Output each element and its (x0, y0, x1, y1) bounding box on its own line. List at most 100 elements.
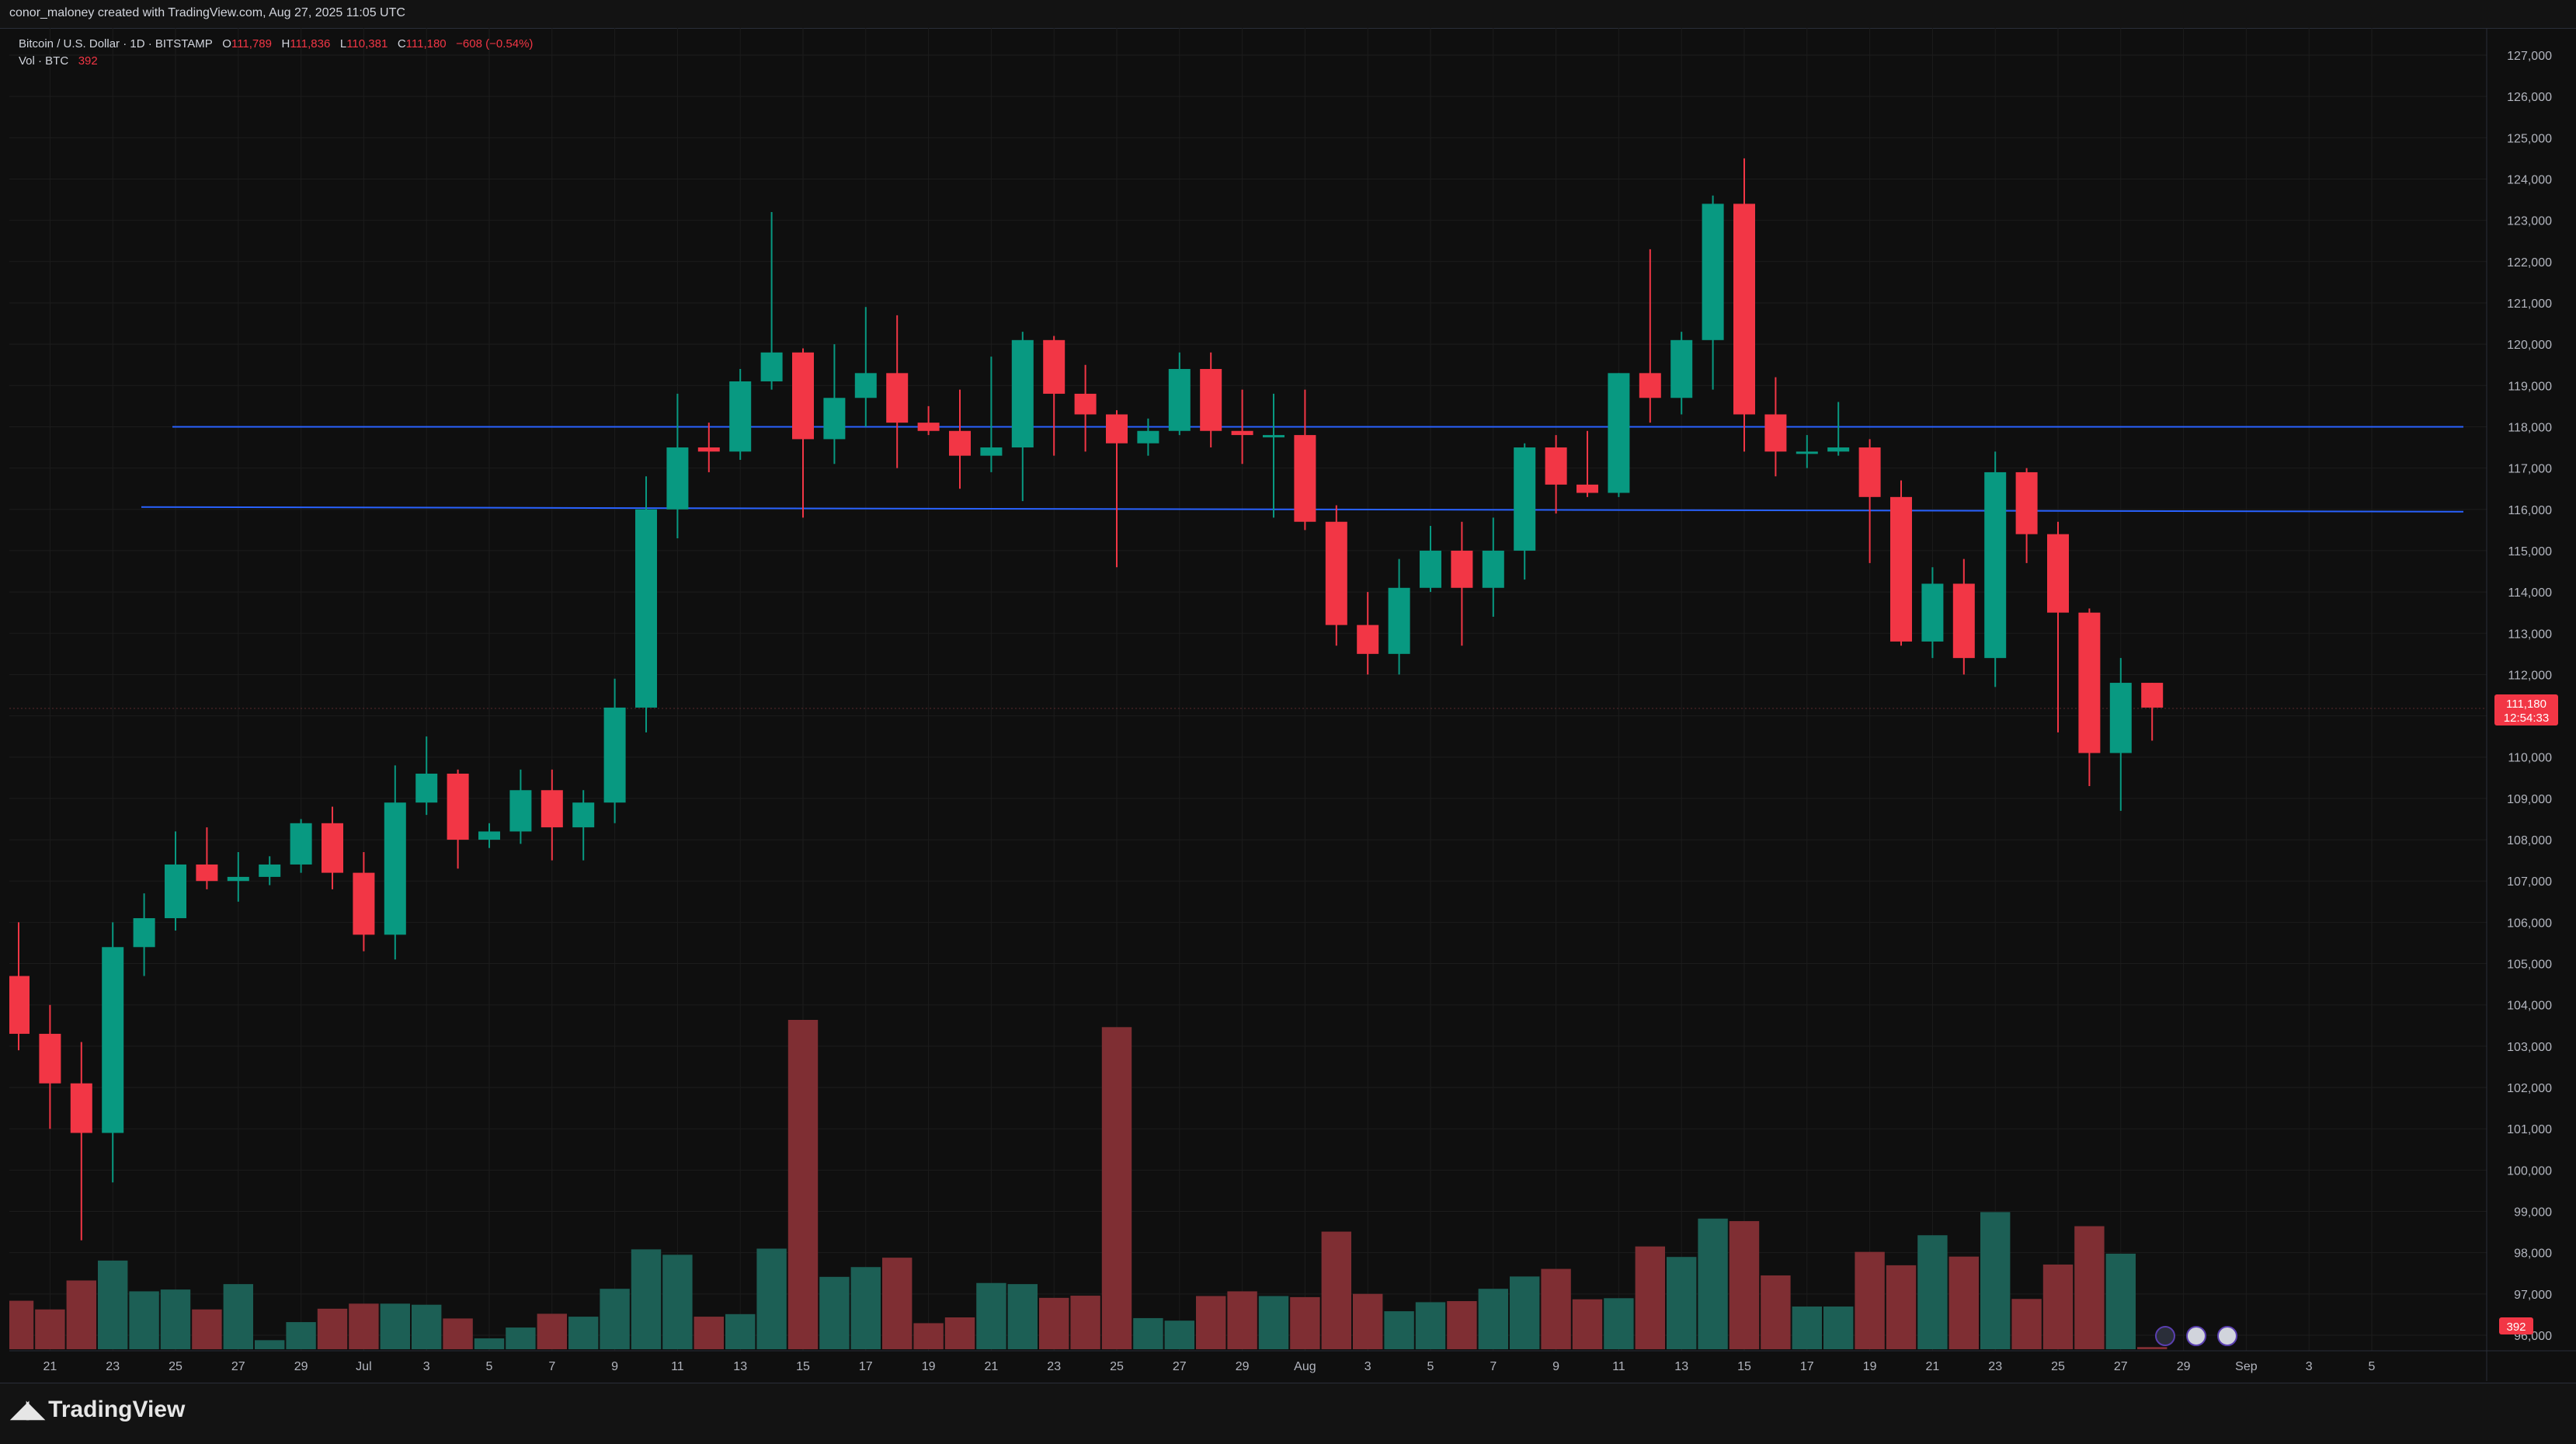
time-tick-label: 3 (423, 1360, 430, 1373)
price-tick-label: 97,000 (2514, 1289, 2552, 1302)
legend-volume-value: 392 (78, 54, 98, 68)
time-tick-label: 7 (548, 1360, 555, 1373)
candle (415, 736, 438, 816)
candle (854, 307, 877, 427)
volume-bar (1761, 1275, 1791, 1349)
time-tick-label: 11 (671, 1360, 684, 1373)
last-volume-label: 392 (2506, 1320, 2526, 1334)
candle (1545, 435, 1567, 514)
candle-body (1168, 369, 1191, 431)
candlestick-chart[interactable]: 127,000 126,000 125,000 124,000 123,000 122,0… (9, 28, 2576, 1381)
candle-body (603, 707, 626, 803)
candle-body (541, 790, 563, 828)
candle-body (1764, 414, 1787, 452)
volume-bar (98, 1260, 128, 1349)
candle-body (447, 774, 469, 840)
candle (1263, 393, 1285, 518)
price-tick-label: 122,000 (2507, 256, 2552, 270)
volume-bar (850, 1267, 881, 1349)
time-axis: 21 23 25 27 29 Jul 3 5 7 9 11 13 15 17 19 21 23 25 27 29 Aug… (43, 1360, 2376, 1373)
legend-volume-label: Vol · BTC (19, 54, 69, 68)
volume-bar (1667, 1257, 1697, 1349)
legend-high-value: 111,836 (290, 37, 331, 50)
legend-open-label: O (222, 37, 231, 50)
time-tick-label: 11 (1612, 1360, 1625, 1373)
legend-low-value: 110,381 (346, 37, 388, 50)
candle (70, 1042, 92, 1240)
volume-bar (1729, 1221, 1760, 1349)
volume-bar (9, 1300, 34, 1349)
volume-bar (1384, 1311, 1414, 1349)
price-tick-label: 109,000 (2507, 793, 2552, 806)
time-tick-label: 29 (1236, 1360, 1250, 1373)
candle-body (2141, 683, 2164, 708)
candle (1451, 521, 1473, 646)
volume-bar (223, 1284, 253, 1349)
candle (1168, 352, 1191, 436)
candle-body (415, 774, 438, 803)
time-tick-label: 25 (1110, 1360, 1124, 1373)
candle (603, 678, 626, 823)
volume-bar (1917, 1235, 1948, 1349)
price-tick-label: 116,000 (2508, 504, 2552, 517)
volume-bar (631, 1249, 662, 1349)
time-tick-label: Sep (2235, 1360, 2258, 1373)
volume-bar (882, 1258, 913, 1349)
volume-bar (255, 1340, 285, 1349)
volume-bar (1604, 1298, 1634, 1349)
candle-body (572, 802, 595, 828)
candle-body (792, 352, 814, 440)
price-tick-label: 126,000 (2507, 91, 2552, 104)
price-tick-label: 113,000 (2508, 628, 2552, 641)
volume-bar (600, 1289, 630, 1349)
candle (322, 806, 343, 889)
volume-bar (443, 1318, 473, 1349)
time-tick-label: 25 (169, 1360, 183, 1373)
time-tick-label: 23 (106, 1360, 120, 1373)
volume-bar (35, 1309, 65, 1349)
time-tick-label: 21 (1926, 1360, 1940, 1373)
candle (2141, 683, 2164, 741)
candle (917, 405, 940, 436)
candle (1952, 558, 1975, 675)
legend-close-value: 111,180 (405, 37, 447, 50)
candle (1043, 336, 1066, 456)
candle (760, 212, 783, 390)
volume-bar (317, 1308, 348, 1349)
candle-body (1357, 625, 1379, 654)
price-tick-label: 119,000 (2508, 380, 2552, 393)
candle-body (1388, 587, 1410, 654)
volume-series (9, 1020, 2168, 1349)
candle (541, 769, 563, 861)
countdown-label: 12:54:33 (2504, 712, 2549, 725)
time-tick-label: 19 (922, 1360, 936, 1373)
volume-bar (129, 1291, 159, 1349)
price-tick-label: 120,000 (2507, 339, 2552, 352)
candle (1670, 332, 1693, 415)
volume-bar (1886, 1265, 1917, 1349)
chart-area[interactable]: 127,000 126,000 125,000 124,000 123,000 122,0… (9, 28, 2576, 1381)
candle-body (39, 1033, 61, 1084)
tradingview-brand[interactable]: ◢◣ TradingView (11, 1396, 185, 1423)
volume-bar (1478, 1289, 1508, 1349)
price-tick-label: 127,000 (2507, 50, 2552, 63)
candle (572, 790, 595, 861)
candle-body (1984, 471, 2007, 659)
candle (1796, 435, 1818, 468)
candle-body (854, 373, 877, 398)
volume-bar (537, 1314, 567, 1349)
candle (980, 357, 1003, 472)
price-tick-label: 114,000 (2508, 586, 2552, 600)
time-tick-label: 29 (2177, 1360, 2191, 1373)
price-tick-label: 118,000 (2508, 421, 2552, 434)
volume-bar (1321, 1231, 1351, 1349)
volume-bar (2105, 1253, 2136, 1349)
candle (823, 344, 846, 465)
legend-change: −608 (−0.54%) (456, 37, 534, 50)
volume-bar (474, 1338, 505, 1349)
last-price-label: 111,180 (2506, 698, 2546, 711)
last-price-badge-bg (2494, 694, 2558, 726)
price-tick-label: 105,000 (2507, 959, 2552, 972)
volume-bar (1196, 1296, 1226, 1349)
time-tick-label: 23 (1988, 1360, 2002, 1373)
